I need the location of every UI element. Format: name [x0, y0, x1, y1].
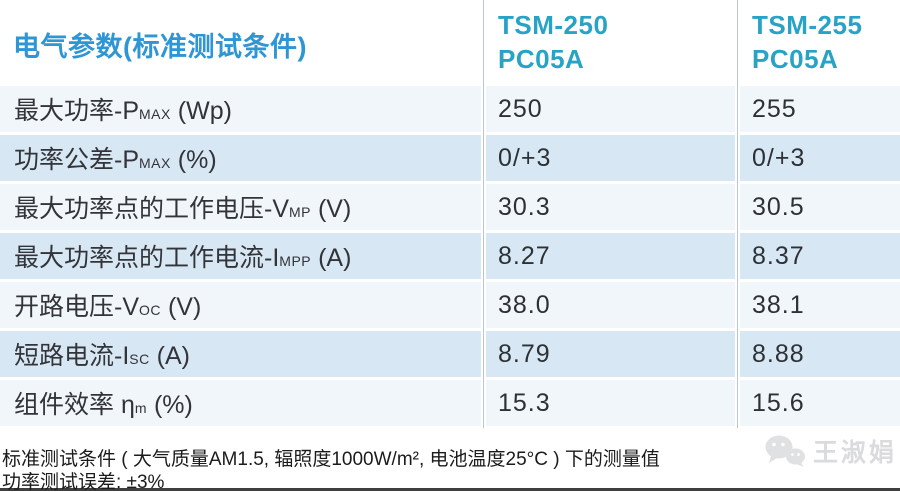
parameter-label: 开路电压-VOC (V) [14, 293, 202, 321]
value-cell: 8.79 [498, 339, 551, 368]
value-cell: 250 [498, 94, 543, 123]
parameter-label: 最大功率-PMAX (Wp) [14, 97, 232, 125]
table-row: 功率公差-PMAX (%) 0/+3 0/+3 [0, 135, 900, 181]
electrical-parameters-table: 电气参数(标准测试条件) TSM-250 PC05A TSM-255 PC05A… [0, 0, 900, 428]
column-header-tsm-250: TSM-250 PC05A [498, 8, 608, 76]
wechat-icon [765, 435, 805, 467]
column-header-tsm-255: TSM-255 PC05A [752, 8, 862, 76]
model-series: PC05A [498, 44, 585, 74]
model-name: TSM-250 [498, 10, 609, 40]
parameter-label: 短路电流-ISC (A) [14, 342, 191, 370]
column-divider [735, 0, 740, 428]
model-name: TSM-255 [752, 10, 863, 40]
table-header-row: 电气参数(标准测试条件) TSM-250 PC05A TSM-255 PC05A [0, 0, 900, 85]
table-row: 最大功率点的工作电压-VMP (V) 30.3 30.5 [0, 184, 900, 230]
table-row: 组件效率 ηm (%) 15.3 15.6 [0, 380, 900, 426]
parameter-label: 功率公差-PMAX (%) [14, 146, 217, 174]
value-cell: 30.5 [752, 192, 805, 221]
value-cell: 0/+3 [498, 143, 552, 172]
test-conditions-note: 标准测试条件 ( 大气质量AM1.5, 辐照度1000W/m², 电池温度25°… [2, 449, 660, 470]
value-cell: 8.27 [498, 241, 551, 270]
value-cell: 8.37 [752, 241, 805, 270]
table-row: 最大功率点的工作电流-IMPP (A) 8.27 8.37 [0, 233, 900, 279]
watermark: 王淑娟 [763, 433, 897, 469]
model-series: PC05A [752, 44, 839, 74]
column-divider [481, 0, 486, 428]
table-title: 电气参数(标准测试条件) [13, 32, 307, 62]
value-cell: 38.0 [498, 290, 551, 319]
power-tolerance-note: 功率测试误差: ±3% [2, 472, 165, 492]
value-cell: 8.88 [752, 339, 805, 368]
parameter-label: 最大功率点的工作电压-VMP (V) [14, 195, 352, 223]
value-cell: 255 [752, 94, 797, 123]
parameter-label: 组件效率 ηm (%) [14, 391, 193, 419]
watermark-name: 王淑娟 [812, 439, 897, 467]
parameter-label: 最大功率点的工作电流-IMPP (A) [14, 244, 352, 272]
table-row: 开路电压-VOC (V) 38.0 38.1 [0, 282, 900, 328]
table-row: 最大功率-PMAX (Wp) 250 255 [0, 86, 900, 132]
bottom-divider-line [0, 488, 900, 491]
value-cell: 0/+3 [752, 143, 806, 172]
table-row: 短路电流-ISC (A) 8.79 8.88 [0, 331, 900, 377]
value-cell: 15.6 [752, 388, 805, 417]
value-cell: 30.3 [498, 192, 551, 221]
value-cell: 15.3 [498, 388, 551, 417]
value-cell: 38.1 [752, 290, 805, 319]
table-rows: 最大功率-PMAX (Wp) 250 255 功率公差-PMAX (%) 0/+3 0/+… [0, 86, 900, 426]
